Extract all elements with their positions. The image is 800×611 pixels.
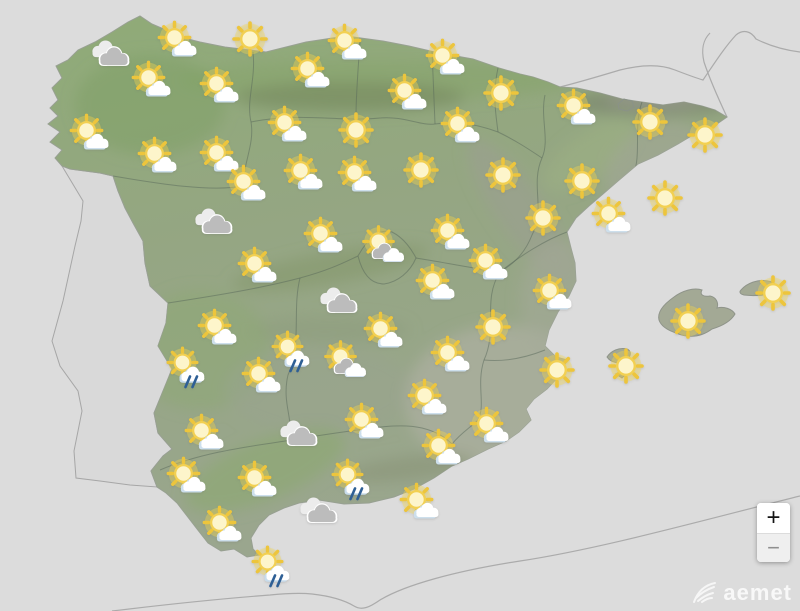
feather-icon	[693, 582, 717, 603]
zoom-in-button[interactable]: +	[757, 503, 790, 533]
aemet-logo-text: aemet	[723, 580, 792, 605]
zoom-out-button[interactable]: −	[757, 533, 790, 562]
aemet-logo: aemet	[690, 580, 792, 606]
france-coastline	[559, 30, 800, 118]
africa-coastline	[111, 495, 800, 611]
map-zoom-control: + −	[757, 503, 790, 562]
